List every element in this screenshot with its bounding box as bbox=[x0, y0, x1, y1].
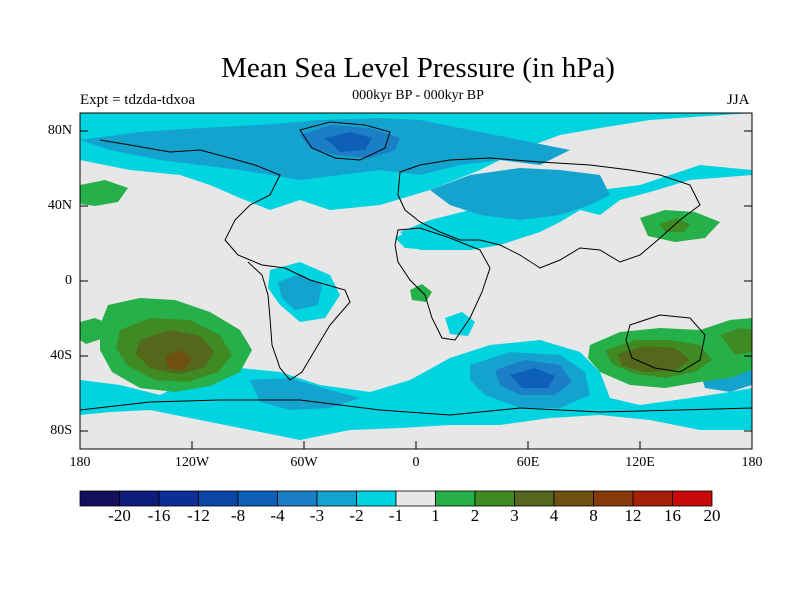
lat-label-40n: 40N bbox=[47, 198, 72, 213]
lon-label-60e: 60E bbox=[516, 455, 540, 470]
colorbar-box bbox=[119, 490, 160, 507]
colorbar-box bbox=[316, 490, 357, 507]
chart-subtitle: 000kyr BP - 000kyr BP bbox=[352, 88, 484, 103]
colorbar-label: -16 bbox=[147, 506, 171, 525]
colorbar-label: -20 bbox=[108, 506, 131, 525]
colorbar-label: -1 bbox=[388, 506, 404, 525]
colorbar-box bbox=[593, 490, 634, 507]
colorbar bbox=[79, 490, 713, 507]
colorbar-label: 1 bbox=[431, 506, 440, 525]
colorbar-label: 8 bbox=[589, 506, 598, 525]
colorbar-box bbox=[435, 490, 476, 507]
lat-label-0: 0 bbox=[65, 273, 72, 288]
colorbar-label: 4 bbox=[549, 506, 559, 525]
central-africa-green bbox=[410, 284, 432, 302]
south-america-blue bbox=[278, 274, 322, 310]
colorbar-label: -8 bbox=[230, 506, 246, 525]
colorbar-label: 3 bbox=[510, 506, 519, 525]
lon-label-180e: 180 bbox=[741, 455, 763, 470]
colorbar-label: 16 bbox=[664, 506, 681, 525]
colorbar-label: 20 bbox=[703, 506, 721, 525]
lon-label-120w: 120W bbox=[174, 455, 210, 470]
colorbar-label: 2 bbox=[470, 506, 480, 525]
colorbar-box bbox=[672, 490, 713, 507]
experiment-label: Expt = tdzda-tdxoa bbox=[80, 92, 196, 108]
axis-ticks bbox=[79, 130, 753, 449]
season-label: JJA bbox=[727, 92, 750, 108]
colorbar-box bbox=[395, 490, 436, 507]
southern-ocean-cyan bbox=[80, 340, 752, 440]
colorbar-box bbox=[474, 490, 515, 507]
colorbar-label: -12 bbox=[187, 506, 210, 525]
south-pacific-max bbox=[165, 350, 192, 370]
colorbar-box bbox=[277, 490, 318, 507]
australia-olive bbox=[618, 346, 690, 372]
lon-label-60w: 60W bbox=[290, 455, 318, 470]
lat-label-40s: 40S bbox=[50, 348, 72, 363]
colorbar-box bbox=[553, 490, 594, 507]
colorbar-label: 12 bbox=[624, 506, 642, 525]
lon-label-180w: 180 bbox=[69, 455, 91, 470]
lon-label-0: 0 bbox=[412, 455, 420, 470]
colorbar-box bbox=[237, 490, 278, 507]
coastlines bbox=[80, 121, 752, 416]
arctic-blue-area bbox=[80, 118, 610, 220]
madagascar-cyan bbox=[445, 312, 475, 336]
lat-label-80n: 80N bbox=[47, 123, 72, 138]
lon-label-120e: 120E bbox=[625, 455, 655, 470]
colorbar-box bbox=[356, 490, 397, 507]
colorbar-box bbox=[632, 490, 673, 507]
south-indian-core bbox=[510, 368, 555, 388]
colorbar-label: -2 bbox=[349, 506, 364, 525]
greenland-core bbox=[325, 132, 372, 152]
map-field bbox=[80, 113, 752, 449]
colorbar-box bbox=[198, 490, 239, 507]
indian-cyan bbox=[395, 225, 480, 250]
colorbar-box bbox=[79, 490, 120, 507]
lat-label-80s: 80S bbox=[50, 423, 72, 438]
colorbar-box bbox=[514, 490, 555, 507]
north-pacific-green bbox=[80, 180, 128, 206]
colorbar-label: -4 bbox=[270, 506, 285, 525]
chart-title: Mean Sea Level Pressure (in hPa) bbox=[221, 52, 615, 84]
colorbar-label: -3 bbox=[309, 506, 325, 525]
colorbar-box bbox=[158, 490, 199, 507]
